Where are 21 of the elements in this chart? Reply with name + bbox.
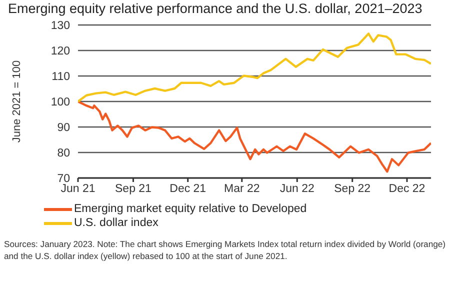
line-series xyxy=(78,32,431,103)
y-tick-label: 120 xyxy=(50,46,70,58)
x-tick-label: Sep 22 xyxy=(334,183,371,196)
x-tick-label: Jun 21 xyxy=(60,183,96,196)
x-tick-label: Jun 22 xyxy=(280,183,314,196)
y-axis-title: June 2021 = 100 xyxy=(10,60,23,143)
chart-title: Emerging equity relative performance and the U.S. dollar, 2021–2023 xyxy=(8,1,422,16)
y-tick-label: 130 xyxy=(50,20,70,32)
y-tick-label: 100 xyxy=(50,96,70,109)
y-tick-label: 90 xyxy=(57,122,70,134)
legend-label: U.S. dollar index xyxy=(74,217,158,229)
x-tick-label: Dec 21 xyxy=(170,183,206,196)
x-tick-label: Mar 22 xyxy=(224,183,260,196)
y-tick-label: 110 xyxy=(52,71,70,84)
source-note: Sources: January 2023. Note: The chart shows Emerging Markets Index total return index divided by World (orange) and the U.S. dollar index (yellow) rebased to 100 at the start of June 2021. xyxy=(4,238,447,262)
x-tick-label: Sep 21 xyxy=(115,183,152,196)
x-tick-label: Dec 22 xyxy=(388,183,426,196)
y-tick-label: 70 xyxy=(57,173,70,186)
legend-label: Emerging market equity relative to Developed xyxy=(74,203,307,215)
line-series xyxy=(78,100,431,173)
y-tick-label: 80 xyxy=(57,148,70,160)
